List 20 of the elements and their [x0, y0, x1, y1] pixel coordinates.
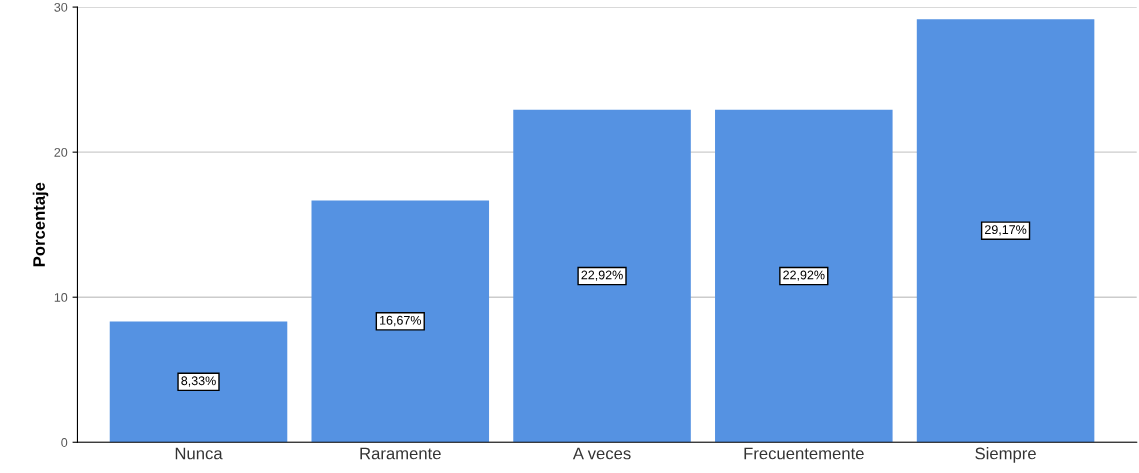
bar: [513, 109, 691, 443]
x-tick-label: Frecuentemente: [744, 447, 864, 460]
bar: [715, 109, 893, 443]
y-tick-label: 20: [54, 147, 68, 157]
data-label: 8,33%: [181, 376, 216, 387]
bar: [916, 19, 1095, 443]
data-label: 29,17%: [985, 225, 1027, 236]
data-label: 22,92%: [783, 270, 825, 281]
x-tick-label: Nunca: [175, 447, 223, 460]
bar: [109, 321, 288, 443]
y-axis-title: Porcentaje: [32, 182, 49, 267]
x-tick-label: Siempre: [975, 447, 1036, 463]
data-label: 16,67%: [380, 315, 422, 327]
data-label: 22,92%: [581, 270, 623, 281]
bar: [311, 200, 490, 443]
x-tick-label: Raramente: [360, 447, 441, 460]
x-tick-label: A veces: [572, 447, 631, 460]
y-tick-label: 10: [54, 293, 68, 302]
y-tick-label: 30: [54, 2, 68, 12]
y-tick-label: 0: [61, 438, 68, 447]
